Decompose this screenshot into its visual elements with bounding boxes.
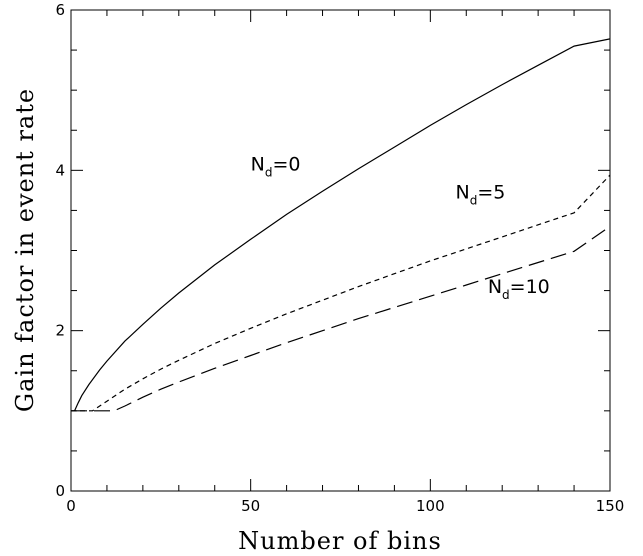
plot-frame [70, 9, 611, 492]
curves [71, 38, 611, 412]
series-line-2 [71, 226, 611, 412]
x-tick-label: 100 [416, 497, 445, 515]
y-tick-label: 4 [55, 161, 65, 179]
axis-ticks: 0 50 100 150 0 2 4 6 [55, 1, 624, 515]
y-axis-title: Gain factor in event rate [11, 88, 39, 412]
series-label-0: Nd=0 [251, 153, 301, 179]
x-tick-label: 0 [66, 497, 76, 515]
series-label-2: Nd=10 [488, 276, 550, 302]
y-tick-label: 0 [55, 482, 65, 500]
series-line-1 [71, 174, 611, 412]
y-tick-label: 2 [55, 322, 65, 340]
x-tick-label: 150 [596, 497, 625, 515]
x-axis-title: Number of bins [238, 527, 442, 555]
curve-labels: Nd=0 Nd=5 Nd=10 [251, 153, 550, 302]
y-tick-label: 6 [55, 1, 65, 19]
series-line-0 [74, 38, 611, 412]
x-tick-label: 50 [241, 497, 260, 515]
series-label-1: Nd=5 [455, 181, 505, 207]
